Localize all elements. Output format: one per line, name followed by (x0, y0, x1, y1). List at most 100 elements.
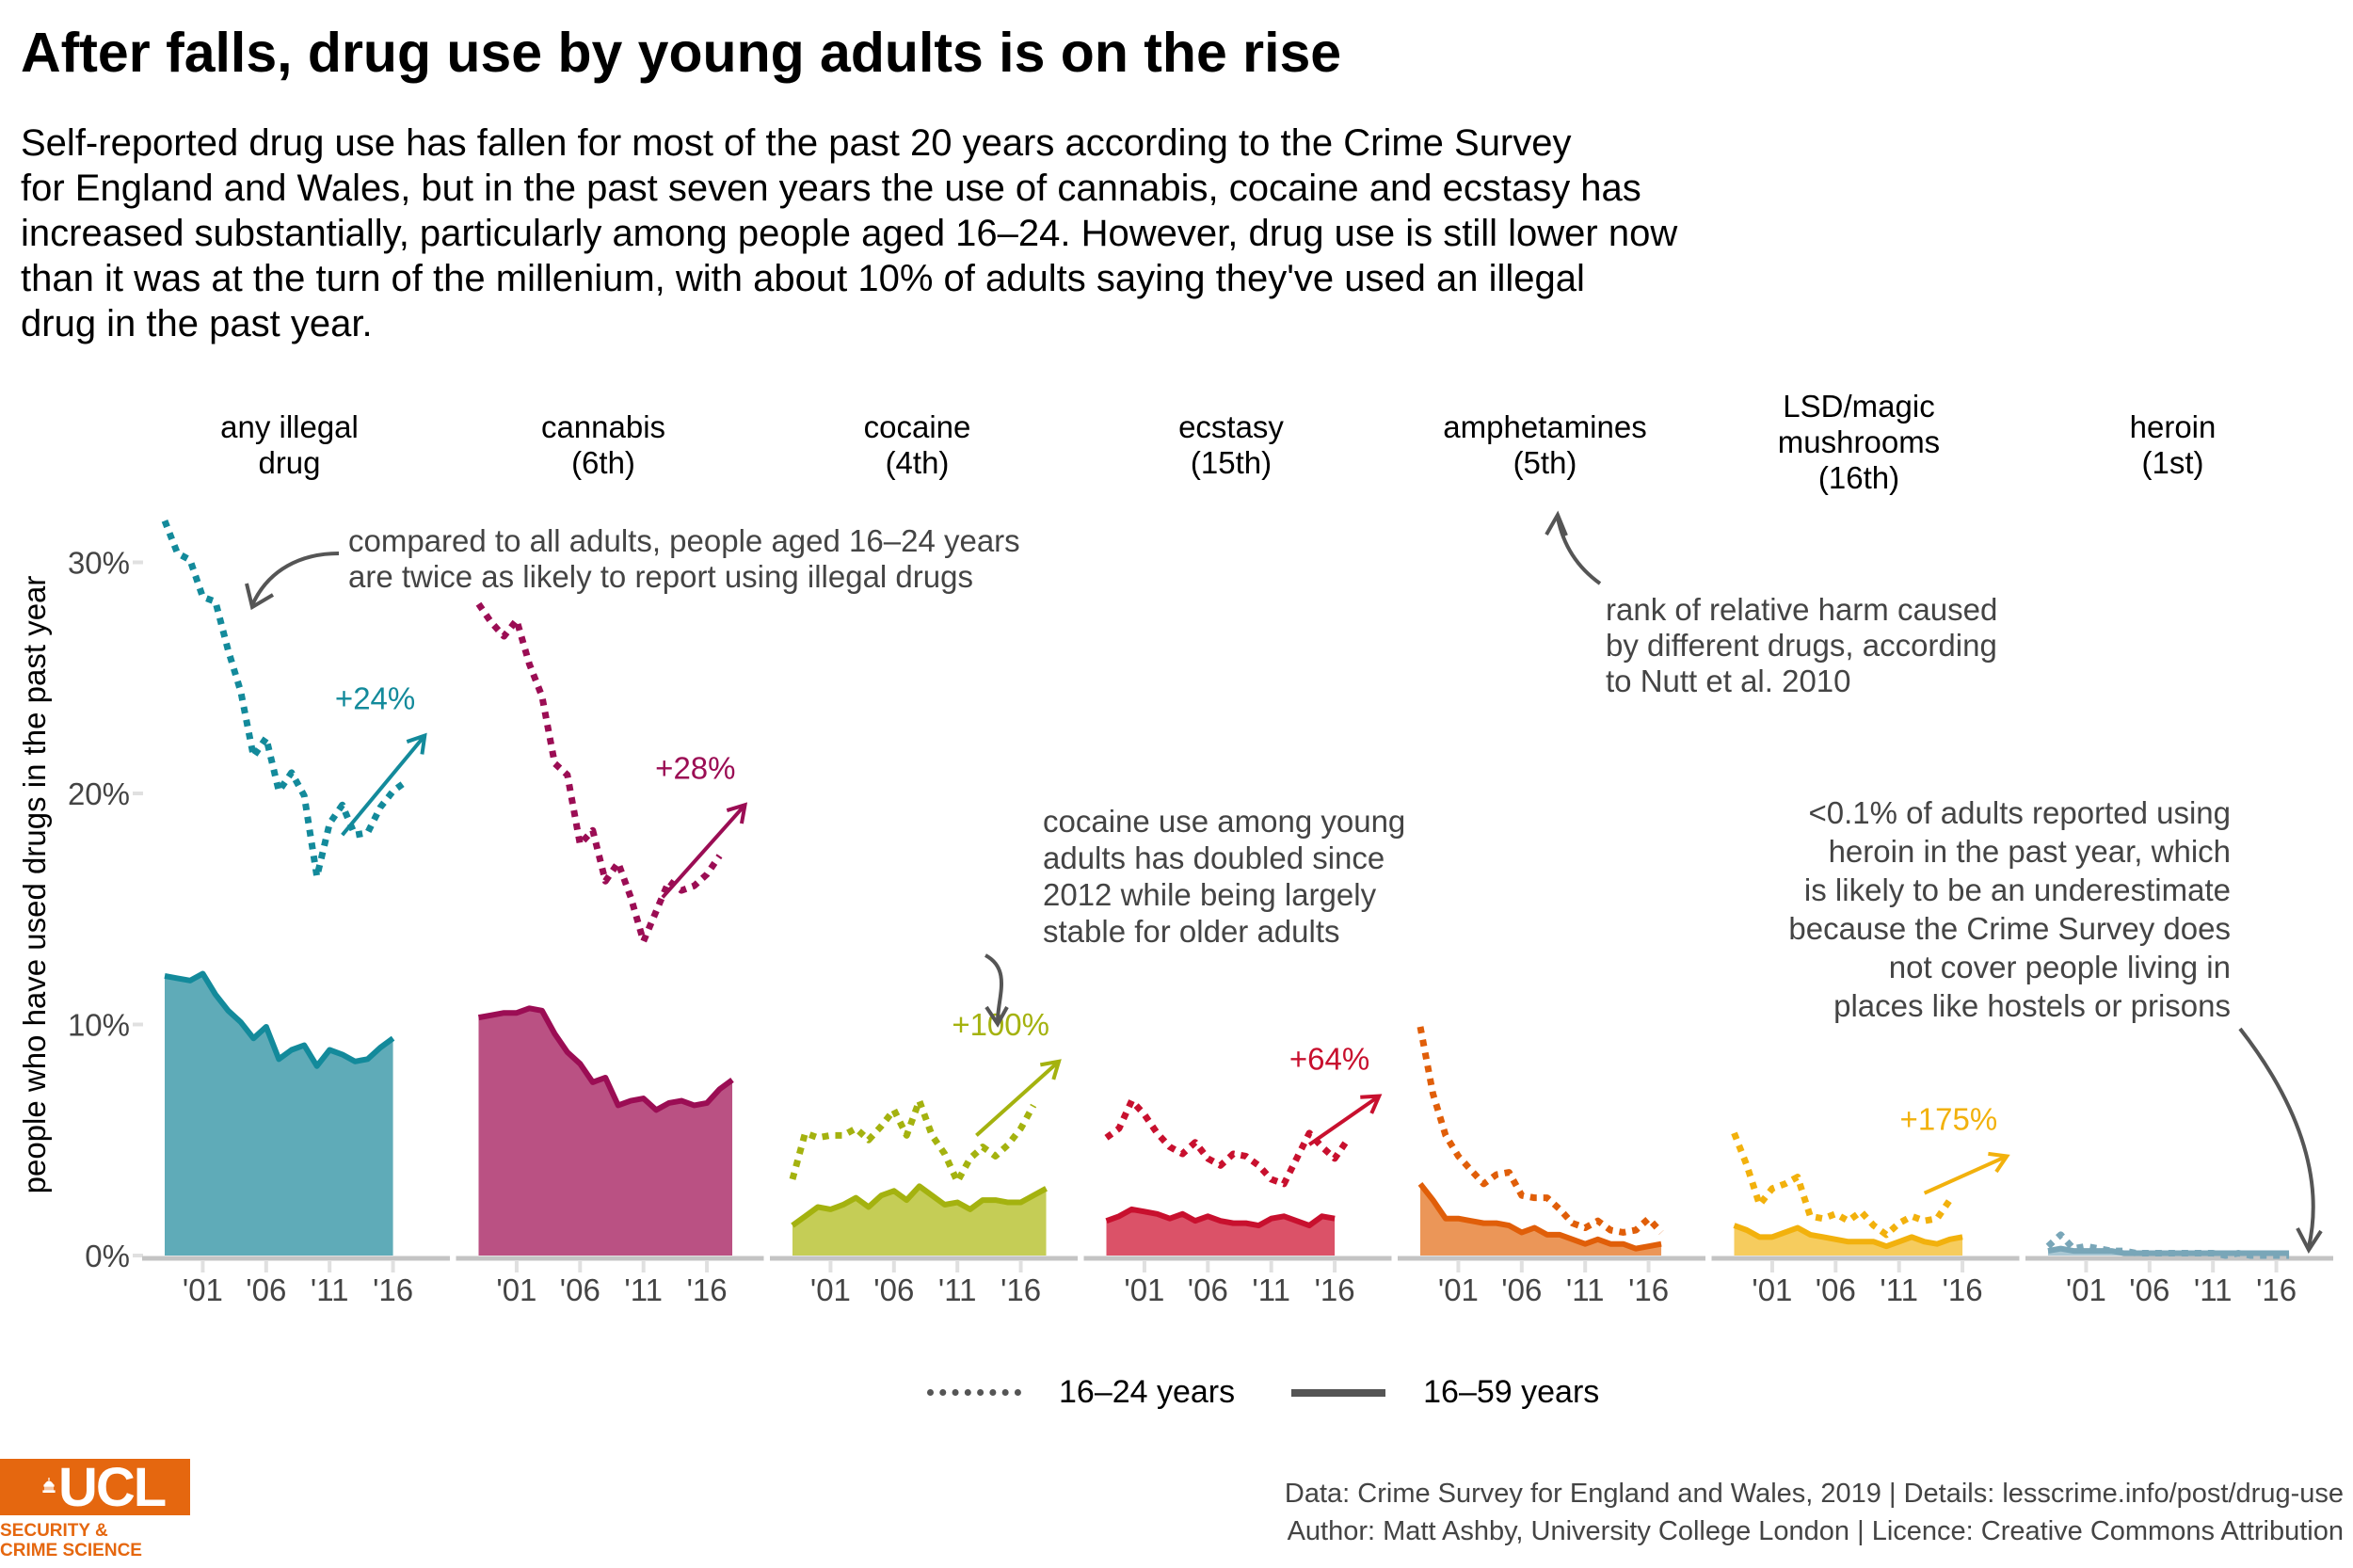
y-axis: 0% 10% 20% 30% (68, 546, 143, 1273)
change-label: +28% (655, 750, 735, 785)
facet-title: cannabis (541, 409, 665, 444)
ucl-logo-box: UCL (0, 1459, 190, 1515)
annotations: compared to all adults, people aged 16–2… (245, 510, 2323, 1254)
x-tick-label: '06 (2129, 1272, 2169, 1307)
line-16-24 (2045, 1231, 2290, 1259)
caption-line-data: Data: Crime Survey for England and Wales… (1284, 1479, 2344, 1509)
x-tick-label: '06 (1188, 1272, 1228, 1307)
x-tick-label: '06 (873, 1272, 914, 1307)
x-tick-label: '06 (1501, 1272, 1542, 1307)
y-tick-label: 20% (68, 776, 130, 811)
panel-4: amphetamines(5th) '01 '06 '11 '16 (1398, 409, 1705, 1307)
legend-dotted-line-icon (927, 1389, 1021, 1396)
x-tick-label: '16 (1315, 1272, 1355, 1307)
annotation-cocaine: cocaine use among young (1043, 804, 1405, 839)
annotation-heroin: <0.1% of adults reported using (1808, 795, 2231, 830)
annotation-arrowhead-heroin (2296, 1227, 2323, 1254)
x-tick-label: '16 (1628, 1272, 1669, 1307)
trend-arrowhead-icon (406, 732, 427, 755)
facet-title: amphetamines (1443, 409, 1646, 444)
x-tick-label: '11 (938, 1272, 977, 1307)
subtitle-line: Self-reported drug use has fallen for mo… (21, 122, 1572, 164)
legend-label-16-24: 16–24 years (1059, 1374, 1236, 1410)
legend: 16–24 years 16–59 years (927, 1374, 1656, 1411)
trend-arrow (661, 803, 746, 899)
x-tick-label: '16 (1943, 1272, 1983, 1307)
annotation-arrow-heroin (2238, 1027, 2315, 1248)
ucl-logo: UCL SECURITY & CRIME SCIENCE (0, 1459, 190, 1560)
facet-title: cocaine (864, 409, 971, 444)
chart-title: After falls, drug use by young adults is… (21, 22, 1342, 84)
panel-3: ecstasy(15th) '01 '06 '11 '16 +64% (1083, 409, 1392, 1307)
facet-title: mushrooms (1778, 424, 1940, 459)
annotation-harm-rank: rank of relative harm caused (1606, 592, 1997, 627)
annotation-arrow-young-adults (250, 552, 340, 606)
x-tick-label: '11 (1252, 1272, 1290, 1307)
facet-title: (5th) (1513, 445, 1577, 480)
panels: any illegaldrug'01'06'11'16+24%cannabis(… (142, 389, 2333, 1307)
line-16-59 (1733, 1223, 1963, 1250)
annotation-arrow-harm-rank (1556, 517, 1602, 585)
subtitle-line: increased substantially, particularly am… (21, 213, 1678, 254)
ucl-department-line: CRIME SCIENCE (0, 1541, 142, 1560)
area-16-59 (792, 1186, 1047, 1256)
x-tick-label: '11 (1566, 1272, 1605, 1307)
facet-title: (1st) (2142, 445, 2204, 480)
legend-label-16-59: 16–59 years (1423, 1374, 1600, 1410)
change-label: +64% (1289, 1042, 1369, 1077)
trend-arrow (1307, 1094, 1381, 1146)
trend-arrowhead-icon (726, 802, 748, 824)
line-16-59 (1417, 1182, 1662, 1252)
trend-arrowhead-icon (1988, 1151, 2010, 1174)
panel-1: cannabis(6th) '01 '06 '11 '16 +28% (456, 409, 764, 1307)
x-tick-label: '11 (624, 1272, 663, 1307)
x-tick-label: '01 (1752, 1272, 1792, 1307)
portico-dome-icon (42, 1478, 56, 1493)
facet-title: ecstasy (1178, 409, 1284, 444)
caption-line-author: Author: Matt Ashby, University College L… (1287, 1516, 2344, 1546)
line-16-59 (477, 1005, 734, 1113)
subtitle-line: for England and Wales, but in the past s… (21, 168, 1641, 209)
area-16-59 (1420, 1183, 1662, 1256)
x-tick-label: '01 (2066, 1272, 2106, 1307)
x-tick-label: '01 (1438, 1272, 1479, 1307)
annotation-arrow-cocaine (984, 953, 1003, 1022)
x-tick-label: '16 (2256, 1272, 2297, 1307)
annotation-harm-rank: to Nutt et al. 2010 (1606, 664, 1851, 698)
y-tick-label: 10% (68, 1008, 130, 1043)
change-label: +175% (1900, 1101, 1998, 1136)
trend-arrow (1923, 1154, 2009, 1195)
legend-solid-line-icon (1291, 1388, 1386, 1397)
facet-title: drug (258, 445, 320, 480)
subtitle-line: drug in the past year. (21, 303, 373, 344)
facet-title: (15th) (1191, 445, 1272, 480)
line-16-24 (475, 601, 723, 945)
caption: Data: Crime Survey for England and Wales… (1285, 1475, 2344, 1550)
x-tick-label: '06 (1816, 1272, 1856, 1307)
line-16-24 (1731, 1131, 1953, 1239)
change-label: +100% (952, 1007, 1049, 1042)
x-tick-label: '11 (311, 1272, 349, 1307)
ucl-wordmark: UCL (58, 1457, 167, 1518)
facet-title: any illegal (220, 409, 359, 444)
annotation-harm-rank: by different drugs, according (1606, 628, 1997, 663)
annotation-young-adults: are twice as likely to report using ille… (348, 559, 973, 594)
annotation-heroin: places like hostels or prisons (1833, 988, 2231, 1023)
y-tick-label: 0% (85, 1239, 130, 1273)
trend-arrowhead-icon (1039, 1059, 1062, 1080)
line-16-24 (1104, 1097, 1351, 1188)
y-tick-label: 30% (68, 546, 130, 581)
area-16-59 (165, 973, 393, 1256)
annotation-heroin: is likely to be an underestimate (1804, 872, 2231, 907)
x-tick-label: '01 (183, 1272, 223, 1307)
line-16-24 (1417, 1026, 1664, 1236)
change-label: +24% (335, 681, 415, 716)
annotation-cocaine: 2012 while being largely (1043, 877, 1377, 912)
annotation-heroin: heroin in the past year, which (1829, 834, 2231, 869)
annotation-cocaine: stable for older adults (1043, 914, 1340, 949)
line-16-24 (789, 1097, 1037, 1185)
trend-arrowhead-icon (1360, 1094, 1383, 1114)
subtitle-line: than it was at the turn of the millenium… (21, 258, 1585, 299)
